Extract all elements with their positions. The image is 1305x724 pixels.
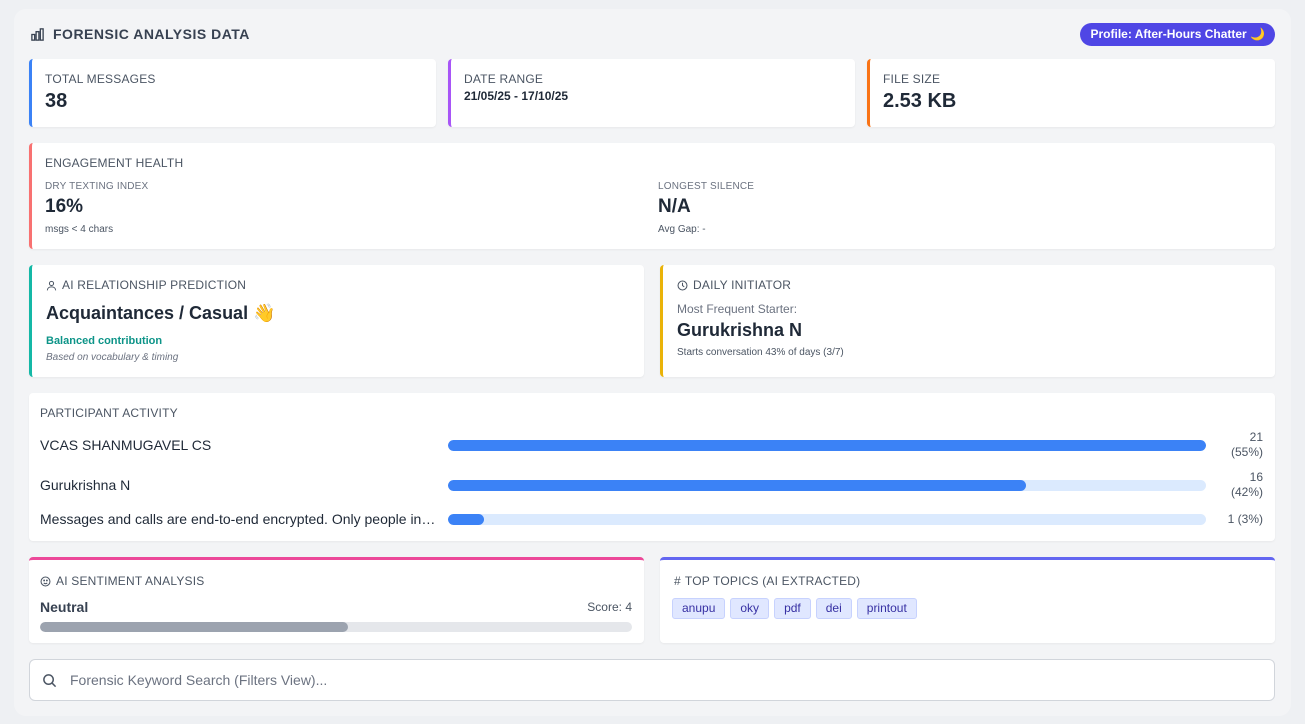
initiator-name: Gurukrishna N: [677, 320, 803, 340]
contribution-text: Balanced contribution: [46, 335, 163, 347]
topic-tag[interactable]: pdf: [774, 598, 811, 619]
sentiment-label: Neutral: [40, 599, 89, 615]
prediction-title: AI RELATIONSHIP PREDICTION: [62, 278, 247, 292]
date-range-label: DATE RANGE: [464, 72, 544, 86]
search-input[interactable]: [70, 672, 1250, 688]
topic-tags: anupu oky pdf dei printout: [672, 598, 917, 619]
participant-bar-track: [448, 440, 1206, 451]
participant-name: VCAS SHANMUGAVEL CS: [40, 437, 212, 453]
search-icon: [42, 673, 57, 688]
smile-icon: [40, 576, 51, 587]
user-icon: [46, 280, 57, 291]
longest-silence-note: Avg Gap: -: [658, 224, 706, 235]
participant-name: Gurukrishna N: [40, 477, 131, 493]
prediction-value: Acquaintances / Casual 👋: [46, 303, 276, 323]
initiator-note: Starts conversation 43% of days (3/7): [677, 347, 844, 358]
panel-header: FORENSIC ANALYSIS DATA: [30, 26, 250, 42]
activity-title: PARTICIPANT ACTIVITY: [40, 406, 178, 420]
dry-texting-value: 16%: [45, 196, 84, 217]
clock-icon: [677, 280, 688, 291]
forensic-panel: FORENSIC ANALYSIS DATA Profile: After-Ho…: [14, 9, 1291, 716]
topics-title: TOP TOPICS (AI EXTRACTED): [684, 574, 861, 588]
participant-bar-fill: [448, 480, 1026, 491]
sentiment-score: Score: 4: [587, 600, 632, 614]
participant-name: Messages and calls are end-to-end encryp…: [40, 511, 438, 527]
sentiment-card: AI SENTIMENT ANALYSIS Neutral Score: 4: [29, 557, 644, 643]
bar-chart-icon: [30, 27, 45, 42]
profile-badge: Profile: After-Hours Chatter 🌙: [1080, 23, 1275, 46]
topic-tag[interactable]: anupu: [672, 598, 726, 619]
sentiment-title: AI SENTIMENT ANALYSIS: [56, 574, 205, 588]
initiator-header: DAILY INITIATOR: [677, 278, 791, 292]
relationship-prediction-card: AI RELATIONSHIP PREDICTION Acquaintances…: [29, 265, 644, 377]
topics-header: # TOP TOPICS (AI EXTRACTED): [674, 574, 860, 588]
sentiment-bar-fill: [40, 622, 348, 632]
prediction-header: AI RELATIONSHIP PREDICTION: [46, 278, 246, 292]
participant-bar-fill: [448, 440, 1206, 451]
prediction-basis: Based on vocabulary & timing: [46, 352, 179, 363]
participant-count: 21 (55%): [1230, 430, 1263, 459]
dry-texting-label: DRY TEXTING INDEX: [45, 181, 149, 192]
longest-silence-label: LONGEST SILENCE: [658, 181, 755, 192]
total-messages-value: 38: [45, 90, 68, 112]
participant-bar-track: [448, 480, 1206, 491]
participant-activity-card: PARTICIPANT ACTIVITY VCAS SHANMUGAVEL CS…: [29, 393, 1275, 541]
hash-icon: #: [674, 574, 681, 588]
date-range-value: 21/05/25 - 17/10/25: [464, 89, 569, 103]
topic-tag[interactable]: dei: [815, 598, 852, 619]
initiator-title: DAILY INITIATOR: [693, 278, 792, 292]
total-messages-card: TOTAL MESSAGES 38: [29, 59, 436, 127]
dry-texting-note: msgs < 4 chars: [45, 224, 114, 235]
daily-initiator-card: DAILY INITIATOR Most Frequent Starter: G…: [660, 265, 1275, 377]
file-size-card: FILE SIZE 2.53 KB: [867, 59, 1275, 127]
engagement-health-card: ENGAGEMENT HEALTH DRY TEXTING INDEX 16% …: [29, 143, 1275, 249]
topic-tag[interactable]: oky: [730, 598, 770, 619]
engagement-title: ENGAGEMENT HEALTH: [45, 156, 184, 170]
sentiment-bar-track: [40, 622, 632, 632]
sentiment-header: AI SENTIMENT ANALYSIS: [40, 574, 204, 588]
top-topics-card: # TOP TOPICS (AI EXTRACTED) anupu oky pdf…: [660, 557, 1275, 643]
initiator-subtitle: Most Frequent Starter:: [677, 302, 798, 316]
page-title: FORENSIC ANALYSIS DATA: [53, 26, 250, 42]
file-size-label: FILE SIZE: [883, 72, 941, 86]
file-size-value: 2.53 KB: [883, 90, 957, 112]
longest-silence-value: N/A: [658, 196, 691, 217]
participant-count: 16 (42%): [1230, 470, 1263, 499]
topic-tag[interactable]: printout: [856, 598, 917, 619]
participant-bar-fill: [448, 514, 485, 525]
total-messages-label: TOTAL MESSAGES: [45, 72, 156, 86]
participant-count: 1 (3%): [1227, 512, 1263, 526]
keyword-search-box[interactable]: [29, 659, 1275, 701]
date-range-card: DATE RANGE 21/05/25 - 17/10/25: [448, 59, 855, 127]
participant-bar-track: [448, 514, 1206, 525]
